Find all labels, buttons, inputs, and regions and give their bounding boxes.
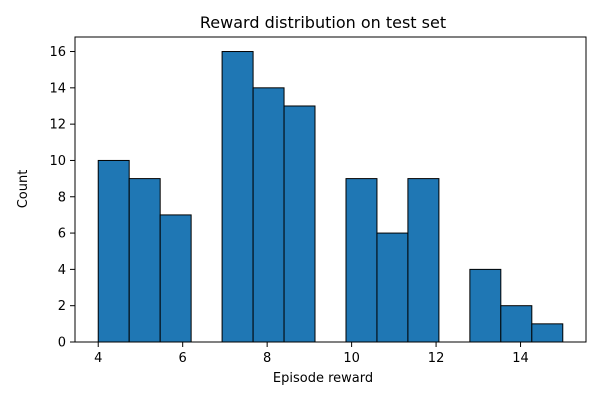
histogram-bar-1 — [128, 178, 161, 343]
y-tick-label-1: 2 — [58, 299, 66, 314]
x-tick-label-0: 4 — [94, 351, 102, 366]
histogram-bar-13 — [500, 305, 533, 343]
x-tick-label-2: 8 — [263, 351, 271, 366]
plot-frame — [74, 36, 587, 343]
x-tick-label-4: 12 — [428, 351, 445, 366]
y-tick-label-3: 6 — [58, 227, 66, 242]
y-tick-label-4: 8 — [58, 190, 66, 205]
y-tick-label-7: 14 — [49, 81, 66, 96]
y-tick-label-8: 16 — [49, 45, 66, 60]
histogram-bar-4 — [221, 51, 254, 343]
x-axis-label: Episode reward — [273, 371, 373, 386]
histogram-bar-6 — [283, 105, 316, 343]
histogram-bar-12 — [469, 268, 502, 343]
x-tick-label-1: 6 — [179, 351, 187, 366]
y-axis-label: Count — [16, 170, 31, 209]
x-tick-label-3: 10 — [343, 351, 360, 366]
histogram-bar-5 — [252, 87, 285, 343]
bars-group — [97, 51, 564, 343]
y-tick-label-6: 12 — [49, 118, 66, 133]
y-tick-label-2: 4 — [58, 263, 66, 278]
y-tick-label-0: 0 — [58, 336, 66, 351]
histogram-bar-8 — [345, 178, 378, 343]
histogram-bar-9 — [376, 232, 409, 343]
histogram-bar-2 — [159, 214, 192, 343]
y-tick-label-5: 10 — [49, 154, 66, 169]
x-tick-label-5: 14 — [512, 351, 529, 366]
histogram-bar-0 — [97, 159, 130, 343]
chart-title: Reward distribution on test set — [200, 13, 446, 32]
y-axis: 0 2 4 6 8 10 12 14 16 — [49, 45, 75, 351]
x-axis: 4 6 8 10 12 14 — [94, 342, 529, 366]
histogram-bar-10 — [407, 178, 440, 343]
histogram-bar-14 — [531, 323, 564, 343]
